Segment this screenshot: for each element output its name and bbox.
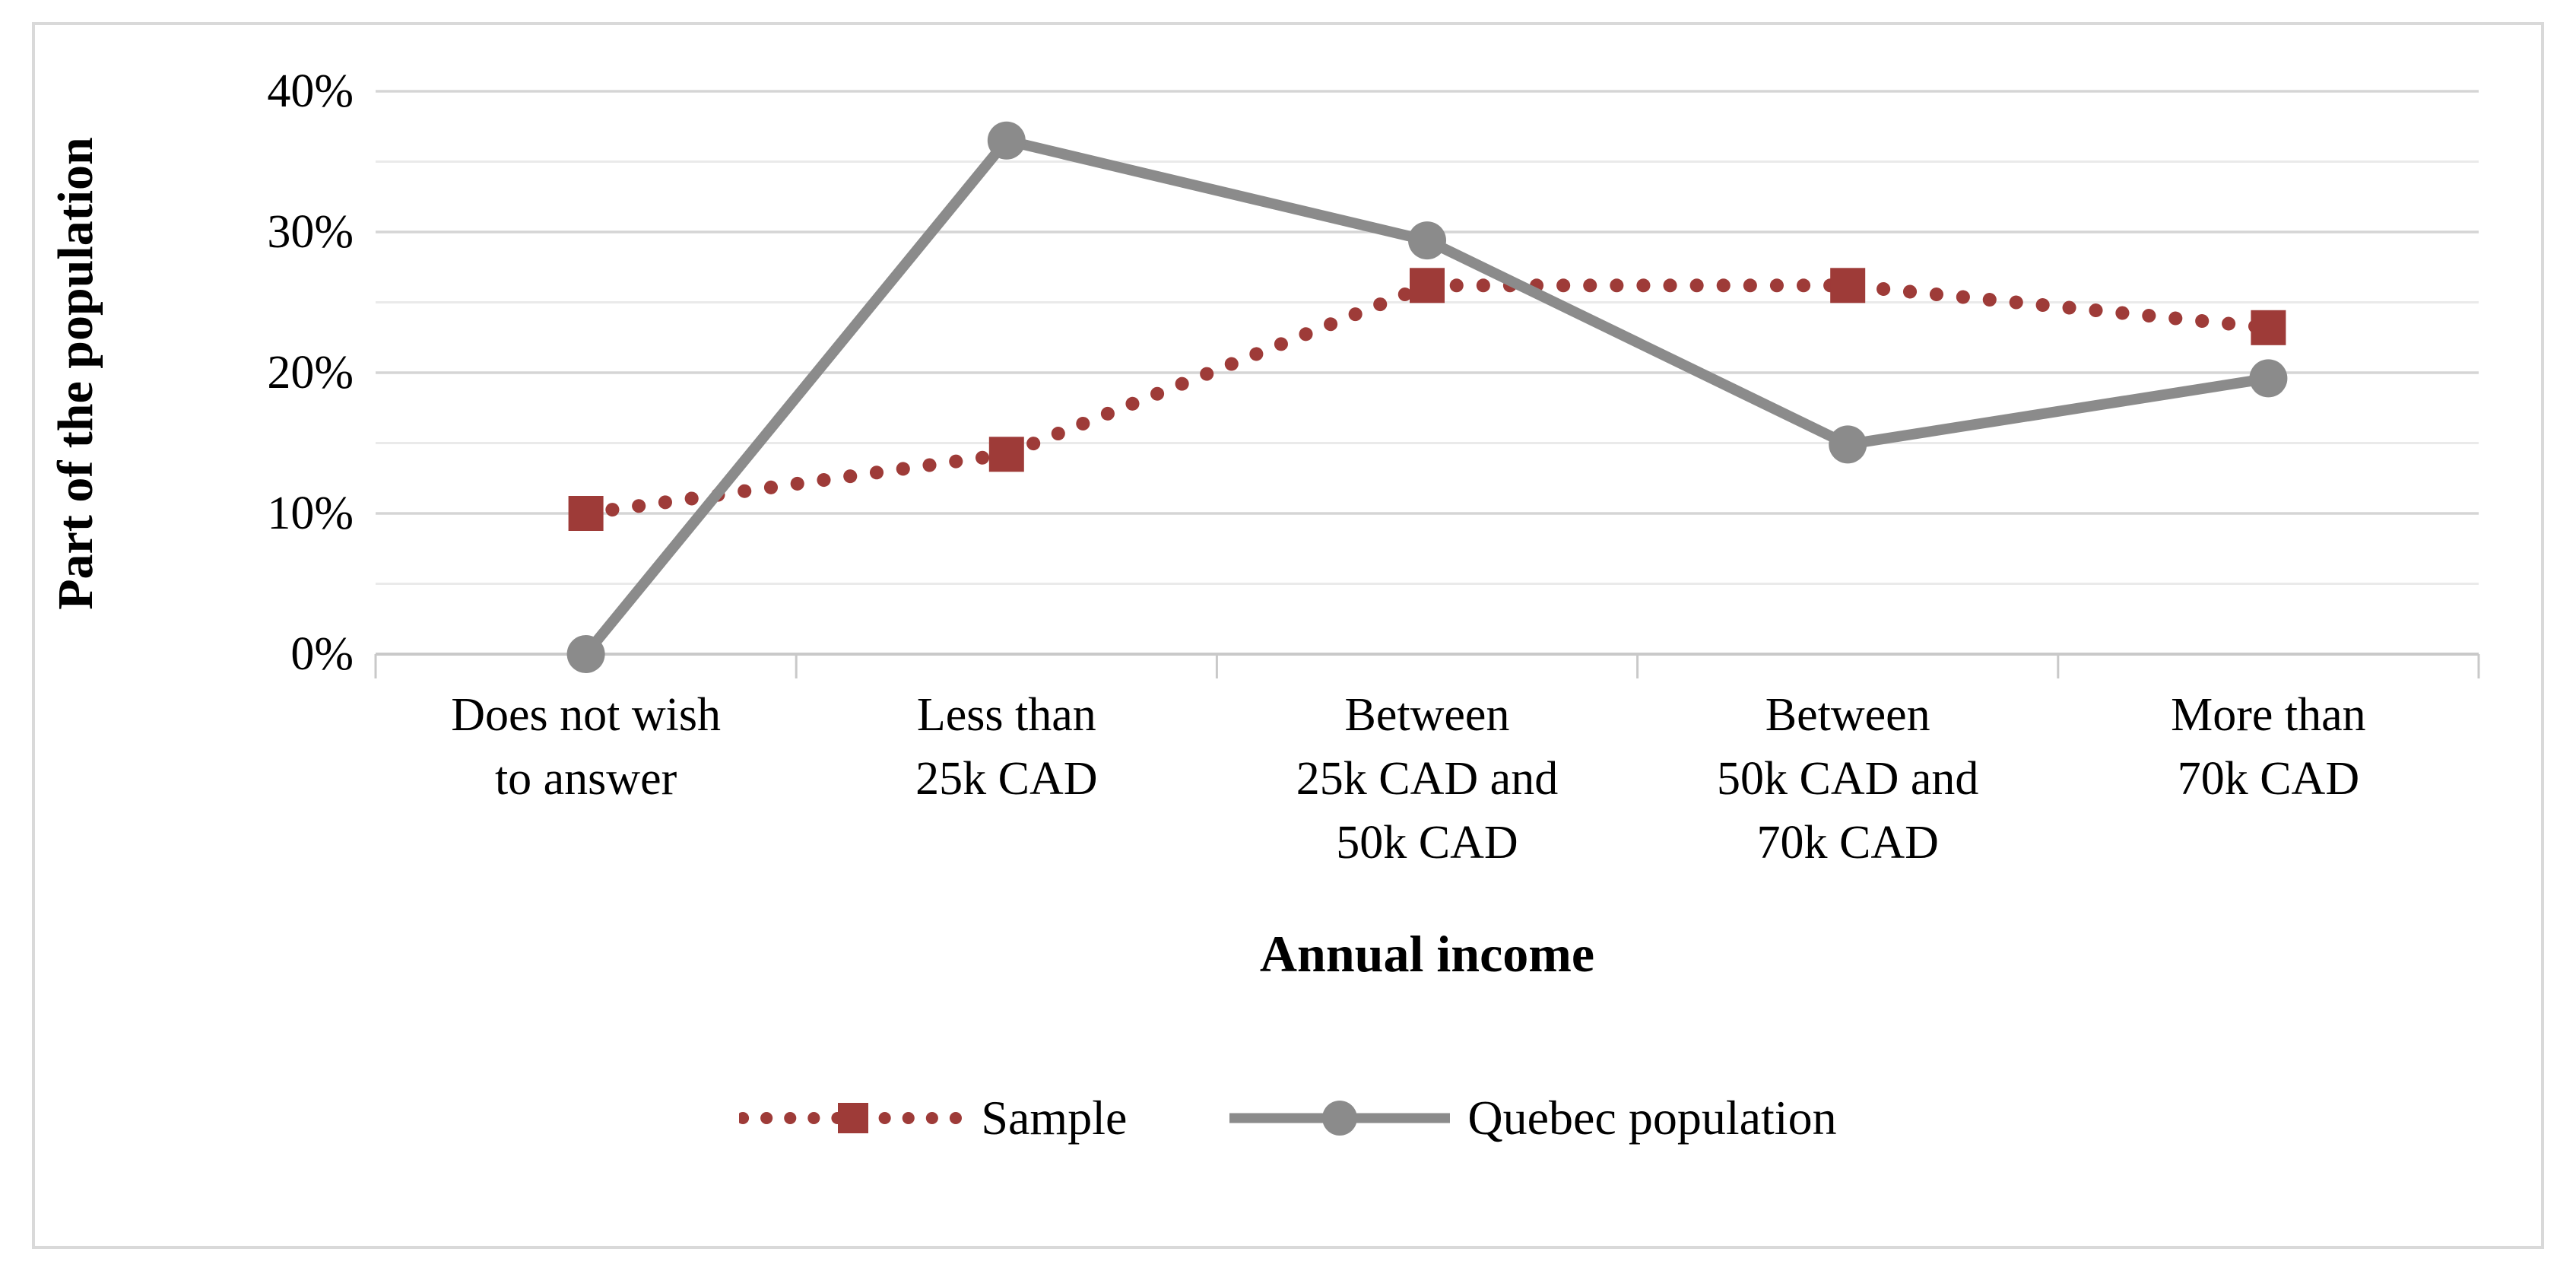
quebec-series-line [582,134,2270,658]
sample-series-line [579,278,2276,520]
x-category-label-3: Between 50k CAD and 70k CAD [1716,689,1979,869]
quebec-data-point-marker [1829,425,1867,464]
legend-item-sample: Sample [739,1080,1127,1156]
legend-circle-marker [1322,1101,1358,1136]
sample-data-point-marker [1410,268,1445,303]
figure-border [32,22,2544,1249]
y-tick-label-20: 20% [267,347,354,399]
x-category-label-1: Less than 25k CAD [915,689,1098,805]
legend-item-quebec: Quebec population [1226,1080,1837,1156]
y-tick-label-30: 30% [267,206,354,258]
x-axis-title: Annual income [1259,925,1595,983]
sample-series-legend-marker-icon [739,1103,968,1133]
x-category-label-0: Does not wish to answer [451,689,721,805]
x-category-label-4: More than 70k CAD [2171,689,2366,805]
sample-data-point-marker [568,496,604,531]
sample-data-point-marker [2251,310,2286,345]
legend-label-quebec: Quebec population [1467,1091,1837,1145]
quebec-data-point-marker [1408,221,1446,260]
quebec-data-point-marker [987,121,1026,160]
y-tick-label-0: 0% [290,628,354,680]
sample-data-point-marker [1830,268,1866,303]
y-tick-label-40: 40% [267,65,354,117]
legend: Sample Quebec population [0,1080,2576,1156]
quebec-series-legend-marker-icon [1229,1101,1451,1136]
x-category-label-2: Between 25k CAD and 50k CAD [1296,689,1559,869]
quebec-data-point-marker [566,635,605,673]
quebec-data-point-marker [2249,359,2288,398]
legend-square-marker [838,1103,869,1133]
y-tick-label-10: 10% [267,488,354,539]
sample-data-point-marker [988,437,1024,472]
legend-label-sample: Sample [981,1091,1128,1145]
